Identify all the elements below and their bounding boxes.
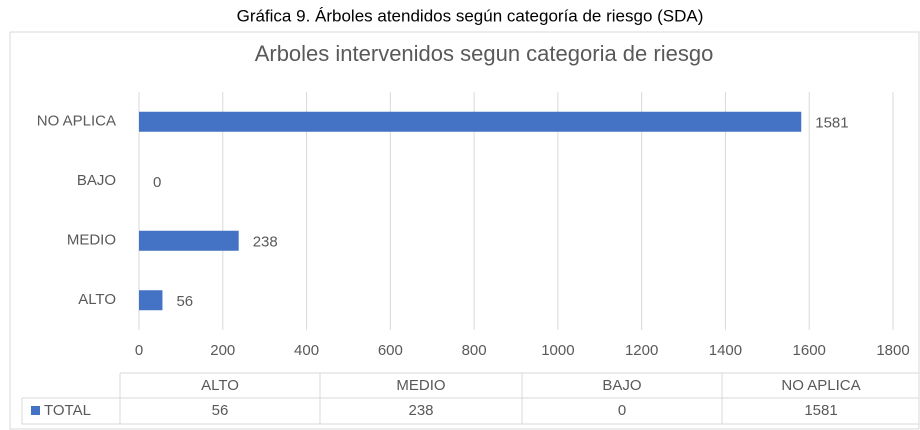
y-tick-label: BAJO xyxy=(77,172,116,189)
y-tick-label: MEDIO xyxy=(67,232,116,249)
x-tick-label: 600 xyxy=(378,342,403,359)
x-tick-label: 1400 xyxy=(709,342,742,359)
x-tick-label: 1200 xyxy=(625,342,658,359)
table-header: NO APLICA xyxy=(781,377,860,394)
x-tick-label: 1600 xyxy=(793,342,826,359)
table-header: ALTO xyxy=(201,377,239,394)
table-value: 238 xyxy=(408,402,433,419)
x-tick-label: 1000 xyxy=(541,342,574,359)
chart-title: Arboles intervenidos segun categoria de … xyxy=(255,41,714,66)
data-label: 238 xyxy=(253,234,278,251)
chart-frame xyxy=(9,31,920,430)
y-tick-label: NO APLICA xyxy=(37,113,116,130)
data-label: 0 xyxy=(153,174,161,191)
bar xyxy=(139,111,802,132)
table-header: BAJO xyxy=(602,377,641,394)
bar xyxy=(139,230,239,251)
table-value: 56 xyxy=(212,402,229,419)
data-label: 56 xyxy=(176,293,193,310)
caption: Gráfica 9. Árboles atendidos según categ… xyxy=(237,6,704,25)
table-value: 0 xyxy=(618,402,626,419)
x-tick-label: 0 xyxy=(135,342,143,359)
x-tick-label: 400 xyxy=(294,342,319,359)
legend-label: TOTAL xyxy=(44,402,91,419)
x-tick-label: 800 xyxy=(462,342,487,359)
data-label: 1581 xyxy=(815,115,848,132)
x-tick-label: 1800 xyxy=(876,342,909,359)
bar xyxy=(139,290,163,311)
legend-key xyxy=(31,406,40,415)
table-value: 1581 xyxy=(804,402,837,419)
x-tick-label: 200 xyxy=(210,342,235,359)
data-table-grid xyxy=(21,372,919,425)
table-header: MEDIO xyxy=(396,377,445,394)
y-tick-label: ALTO xyxy=(78,291,116,308)
